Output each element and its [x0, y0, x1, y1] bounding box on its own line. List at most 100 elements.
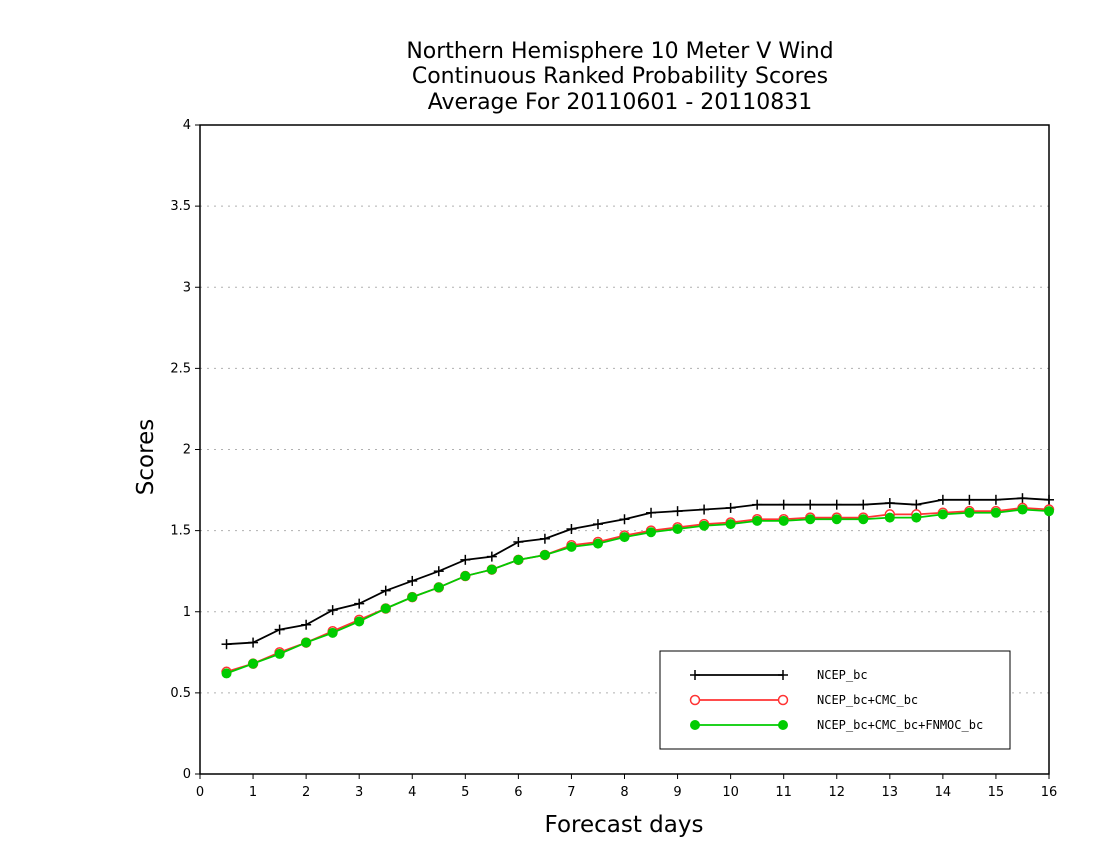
- y-tick-label: 3.5: [170, 199, 191, 214]
- legend-label: NCEP_bc: [817, 668, 868, 682]
- data-point: [672, 506, 683, 517]
- data-point: [884, 498, 895, 509]
- data-point: [805, 514, 816, 525]
- data-point: [937, 509, 948, 520]
- chart-title-line: Continuous Ranked Probability Scores: [412, 64, 828, 89]
- data-point: [778, 670, 788, 680]
- data-point: [699, 504, 710, 515]
- data-point: [964, 494, 975, 505]
- data-point: [752, 499, 763, 510]
- chart-title: Northern Hemisphere 10 Meter V WindConti…: [406, 39, 833, 115]
- x-axis: 0 1 2 3 4 5 6 7 8 9 10 11 12 13 14 15 16: [196, 774, 1057, 800]
- legend-label: NCEP_bc+CMC_bc+FNMOC_bc: [817, 718, 983, 732]
- data-point: [221, 639, 232, 650]
- data-point: [689, 694, 701, 706]
- data-point: [831, 499, 842, 510]
- data-point: [690, 720, 700, 730]
- data-point: [460, 571, 471, 582]
- data-point: [566, 524, 577, 535]
- data-point: [831, 514, 842, 525]
- data-point: [592, 538, 603, 549]
- x-tick-label: 16: [1041, 785, 1058, 800]
- x-tick-label: 12: [828, 785, 845, 800]
- y-tick-label: 1: [183, 605, 191, 620]
- data-point: [990, 494, 1001, 505]
- data-point: [592, 519, 603, 530]
- data-point: [990, 507, 1001, 518]
- chart-title-line: Average For 20110601 - 20110831: [428, 90, 813, 115]
- data-point: [858, 514, 869, 525]
- data-point: [354, 598, 365, 609]
- x-tick-label: 6: [514, 785, 522, 800]
- data-point: [690, 670, 700, 680]
- x-tick-label: 9: [673, 785, 681, 800]
- y-tick-label: 4: [183, 118, 191, 133]
- series-2: [221, 504, 1054, 679]
- data-point: [248, 637, 259, 648]
- data-point: [539, 549, 550, 560]
- x-tick-label: 13: [882, 785, 899, 800]
- y-tick-label: 3: [183, 280, 191, 295]
- data-point: [725, 519, 736, 530]
- data-point: [274, 648, 285, 659]
- data-point: [805, 499, 816, 510]
- series-line: [226, 497, 1050, 646]
- data-point: [566, 541, 577, 552]
- data-point: [1017, 493, 1028, 504]
- data-point: [778, 720, 788, 730]
- data-point: [248, 658, 259, 669]
- series-line: [226, 508, 1050, 675]
- data-point: [778, 515, 789, 526]
- series-0: [221, 493, 1054, 650]
- data-point: [1044, 506, 1054, 517]
- data-point: [619, 514, 630, 525]
- data-point: [619, 532, 630, 543]
- x-tick-label: 0: [196, 785, 204, 800]
- data-point: [407, 592, 418, 603]
- legend-entry: NCEP_bc+CMC_bc+FNMOC_bc: [690, 718, 983, 732]
- data-point: [646, 527, 657, 538]
- grid-lines: [200, 205, 1049, 694]
- x-tick-label: 8: [620, 785, 628, 800]
- x-tick-label: 3: [355, 785, 363, 800]
- data-point: [699, 520, 710, 531]
- data-point: [327, 605, 338, 616]
- data-point: [884, 512, 895, 523]
- data-point: [777, 694, 789, 706]
- data-point: [380, 585, 391, 596]
- data-point: [327, 627, 338, 638]
- data-point: [937, 494, 948, 505]
- x-axis-title: Forecast days: [545, 812, 704, 838]
- data-point: [460, 554, 471, 565]
- data-point: [486, 564, 497, 575]
- data-point: [354, 616, 365, 627]
- data-point: [672, 524, 683, 535]
- legend-entry: NCEP_bc+CMC_bc: [689, 693, 918, 707]
- data-point: [725, 502, 736, 513]
- data-point: [1044, 494, 1054, 505]
- data-point: [911, 499, 922, 510]
- series-lines: [221, 493, 1055, 679]
- data-point: [911, 512, 922, 523]
- y-axis-title: Scores: [133, 419, 159, 495]
- data-point: [274, 624, 285, 635]
- series-line: [226, 507, 1050, 673]
- x-tick-label: 4: [408, 785, 416, 800]
- data-point: [433, 582, 444, 593]
- x-tick-label: 2: [302, 785, 310, 800]
- chart-title-line: Northern Hemisphere 10 Meter V Wind: [406, 39, 833, 64]
- series-1: [221, 502, 1055, 678]
- data-point: [1017, 504, 1028, 515]
- data-point: [301, 619, 312, 630]
- data-point: [380, 603, 391, 614]
- y-tick-label: 0.5: [170, 686, 191, 701]
- data-point: [486, 551, 497, 562]
- y-tick-label: 2: [183, 443, 191, 458]
- data-point: [221, 668, 232, 679]
- x-tick-label: 1: [249, 785, 257, 800]
- data-point: [433, 566, 444, 577]
- legend-entry: NCEP_bc: [690, 668, 868, 682]
- data-point: [752, 515, 763, 526]
- x-tick-label: 5: [461, 785, 469, 800]
